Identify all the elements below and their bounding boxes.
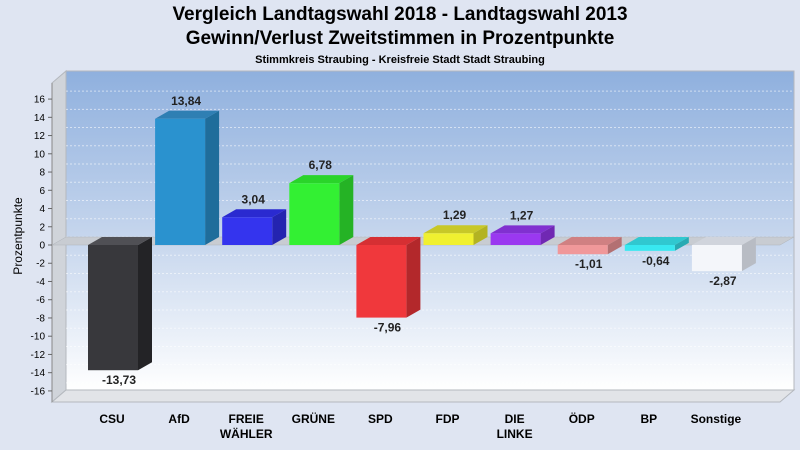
bar-value-label: 6,78 (309, 158, 333, 172)
y-tick-label: -2 (36, 259, 45, 270)
y-tick-label: 10 (34, 149, 46, 160)
bar-top (222, 209, 287, 218)
bar-sonstige: -2,87 (691, 237, 756, 288)
bar-front (557, 245, 608, 255)
bar-bp: -0,64 (624, 237, 689, 268)
category-label: FDP (436, 412, 460, 426)
bar-grüne: 6,78 (289, 158, 354, 245)
bar-value-label: 1,27 (510, 208, 534, 222)
bar-side (473, 225, 488, 245)
bar-side (540, 225, 555, 245)
y-tick-label: -6 (36, 295, 45, 306)
chart-region-subtitle: Stimmkreis Straubing - Kreisfreie Stadt … (255, 54, 545, 66)
bar-ödp: -1,01 (557, 237, 622, 271)
category-label: BP (640, 412, 657, 426)
bar-top (423, 225, 488, 234)
bar-top (624, 237, 689, 245)
bar-side (339, 175, 354, 245)
bar-side (138, 237, 152, 371)
chart-left-wall (51, 69, 67, 404)
category-label: SPD (368, 412, 393, 426)
bar-value-label: -13,73 (102, 373, 136, 387)
bar-top (490, 225, 555, 234)
bar-value-label: 13,84 (171, 94, 201, 108)
bar-die-linke: 1,27 (490, 208, 555, 245)
chart-floor (50, 389, 796, 403)
bar-front (155, 118, 206, 245)
category-label: CSU (99, 412, 124, 426)
bar-front (222, 217, 273, 245)
y-tick-label: 2 (39, 222, 45, 233)
bar-value-label: -1,01 (575, 257, 603, 271)
category-label: FREIE (229, 412, 264, 426)
bar-top (691, 237, 756, 245)
y-tick-label: -4 (36, 277, 45, 288)
bar-front (624, 245, 675, 251)
category-label: WÄHLER (220, 426, 273, 441)
y-tick-label: -16 (31, 386, 46, 397)
category-label: AfD (168, 412, 190, 426)
category-label: LINKE (497, 427, 533, 441)
bar-value-label: -7,96 (374, 321, 402, 335)
bar-front (289, 183, 340, 245)
y-tick-label: -8 (36, 313, 45, 324)
bar-side (674, 237, 689, 251)
y-tick-label: 12 (34, 131, 46, 142)
bar-side (205, 110, 220, 245)
bar-value-label: -2,87 (709, 274, 737, 288)
bar-front (490, 233, 541, 245)
bar-front (356, 245, 407, 318)
chart-subtitle: Gewinn/Verlust Zweitstimmen in Prozentpu… (185, 28, 615, 49)
y-axis-label: Prozentpunkte (11, 197, 25, 275)
category-label: Sonstige (691, 412, 742, 426)
y-tick-label: -12 (31, 350, 46, 361)
bar-side (607, 237, 622, 255)
bar-value-label: -0,64 (642, 254, 670, 268)
y-tick-label: 14 (34, 113, 46, 124)
bar-freie-wähler: 3,04 (222, 192, 287, 245)
y-tick-label: -14 (31, 368, 46, 379)
bar-side (272, 209, 287, 245)
chart-title: Vergleich Landtagswahl 2018 - Landtagswa… (172, 4, 628, 25)
y-tick-labels: 16 14 12 10 8 6 4 2 0 -2 -4 -6 -8 -10 -12 -14 -16 (31, 95, 52, 397)
y-tick-label: -10 (31, 332, 46, 343)
y-tick-label: 6 (39, 186, 45, 197)
bar-top (289, 175, 354, 184)
category-label: DIE (505, 412, 525, 426)
bar-csu: -13,73 (88, 237, 152, 387)
y-tick-label: 16 (34, 95, 46, 106)
bar-side (741, 237, 756, 272)
bar-top (88, 237, 152, 245)
y-tick-label: 8 (39, 168, 45, 179)
bar-top (356, 237, 421, 245)
bar-front (691, 245, 742, 272)
y-tick-label: 0 (39, 241, 45, 252)
bar-front (423, 233, 474, 245)
bar-top (557, 237, 622, 245)
bar-front (88, 245, 138, 371)
bar-afd: 13,84 (155, 94, 220, 245)
y-tick-label: 4 (39, 204, 45, 215)
bar-top (155, 110, 220, 119)
bars: -13,73 13,84 3,04 6,78 -7,96 1,29 1,27 -1,01 -0,… (88, 94, 756, 387)
bar-side (406, 237, 421, 318)
category-label: GRÜNE (292, 411, 335, 426)
bar-value-label: 1,29 (443, 208, 467, 222)
bar-fdp: 1,29 (423, 208, 488, 245)
bar-spd: -7,96 (356, 237, 421, 335)
category-label: ÖDP (569, 411, 595, 426)
bar-value-label: 3,04 (242, 192, 266, 206)
